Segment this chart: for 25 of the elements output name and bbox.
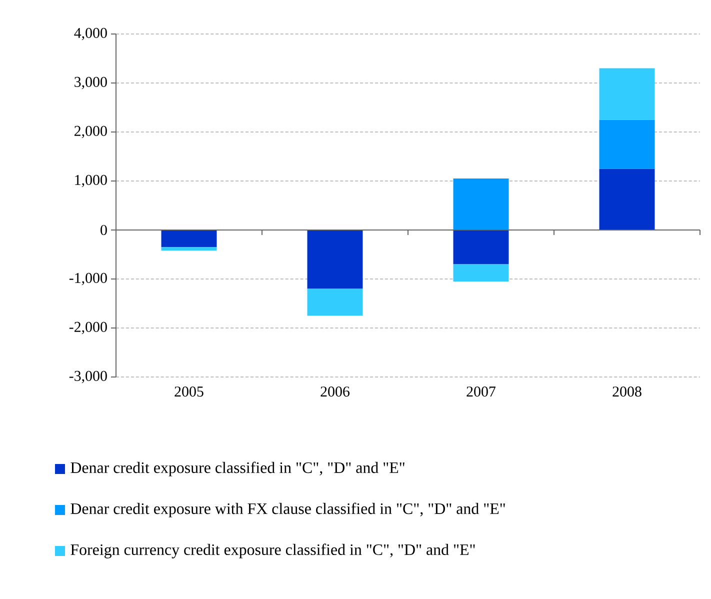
legend-label: Denar credit exposure classified in "C", "D" and "E" — [70, 462, 404, 476]
x-tick-label: 2006 — [320, 386, 350, 397]
bar — [161, 247, 217, 251]
y-tick-label: 0 — [100, 224, 107, 236]
bar — [307, 230, 363, 289]
x-tick-label: 2008 — [612, 386, 642, 397]
y-tick-label: -2,000 — [69, 322, 107, 334]
legend-label: Foreign currency credit exposure classified in "C", "D" and "E" — [70, 544, 475, 558]
bar — [453, 230, 509, 264]
y-tick-label: 3,000 — [74, 76, 107, 90]
bar — [453, 178, 509, 230]
y-tick-label: -1,000 — [69, 272, 107, 286]
y-tick-label: 2,000 — [74, 126, 107, 138]
x-tick-label: 2007 — [466, 386, 496, 397]
bar — [307, 288, 363, 316]
y-tick-label: 4,000 — [74, 28, 107, 40]
x-tick-label: 2005 — [174, 386, 204, 397]
bar — [599, 68, 655, 120]
bar — [453, 264, 509, 282]
bar — [161, 230, 217, 248]
y-tick-label: -3,000 — [69, 370, 107, 384]
y-tick-label: 1,000 — [75, 174, 107, 188]
legend-label: Denar credit exposure with FX clause classified in "C", "D" and "E" — [70, 502, 505, 518]
bar — [599, 168, 655, 230]
bar — [599, 120, 655, 169]
